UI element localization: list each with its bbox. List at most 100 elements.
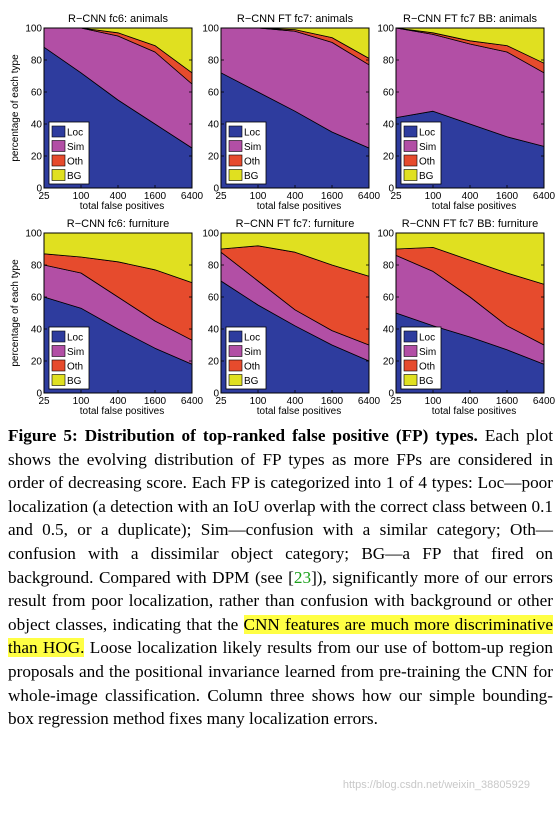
- legend-swatch-sim: [51, 345, 66, 357]
- figure-caption: Figure 5: Distribution of top-ranked fal…: [8, 424, 553, 731]
- legend-label-bg: BG: [67, 376, 82, 387]
- legend-swatch-sim: [228, 140, 243, 152]
- y-tick-label: 60: [383, 293, 395, 304]
- y-tick-label: 40: [208, 325, 220, 336]
- citation-link[interactable]: 23: [293, 567, 312, 587]
- x-tick-label: 6400: [358, 396, 381, 407]
- x-tick-label: 400: [287, 396, 304, 407]
- x-tick-label: 1600: [144, 396, 167, 407]
- legend-label-bg: BG: [419, 376, 434, 387]
- chart-panel-3: Loc Sim Oth BG: [395, 27, 545, 189]
- legend-label-sim: Sim: [244, 347, 261, 358]
- panel-title: R−CNN fc6: furniture: [67, 218, 169, 230]
- legend-swatch-bg: [228, 374, 243, 386]
- caption-text-3: Loose localization likely results from o…: [8, 638, 553, 729]
- legend-swatch-oth: [51, 154, 66, 167]
- legend-swatch-loc: [51, 125, 66, 138]
- legend-swatch-bg: [403, 169, 418, 181]
- x-tick-label: 400: [110, 191, 127, 202]
- y-tick-label: 0: [388, 389, 394, 400]
- legend-label-loc: Loc: [419, 128, 435, 139]
- x-tick-label: 6400: [533, 396, 556, 407]
- x-axis-label: total false positives: [257, 406, 342, 417]
- legend-label-bg: BG: [244, 376, 259, 387]
- y-tick-label: 40: [31, 120, 43, 131]
- legend: Loc Sim Oth BG: [400, 326, 442, 390]
- legend: Loc Sim Oth BG: [48, 326, 90, 390]
- legend: Loc Sim Oth BG: [225, 326, 267, 390]
- y-tick-label: 80: [383, 56, 395, 67]
- legend: Loc Sim Oth BG: [400, 121, 442, 185]
- legend-swatch-loc: [228, 125, 243, 138]
- x-tick-label: 1600: [321, 191, 344, 202]
- legend-label-sim: Sim: [67, 347, 84, 358]
- x-tick-label: 6400: [181, 191, 204, 202]
- legend-swatch-oth: [403, 154, 418, 167]
- x-tick-label: 400: [110, 396, 127, 407]
- y-tick-label: 40: [208, 120, 220, 131]
- y-tick-label: 80: [208, 261, 220, 272]
- legend: Loc Sim Oth BG: [48, 121, 90, 185]
- x-tick-label: 1600: [496, 396, 519, 407]
- legend-swatch-oth: [228, 154, 243, 167]
- y-tick-label: 80: [208, 56, 220, 67]
- legend-label-oth: Oth: [419, 362, 435, 373]
- y-tick-label: 60: [383, 88, 395, 99]
- chart-panel-2: Loc Sim Oth BG: [220, 27, 370, 189]
- x-tick-label: 1600: [321, 396, 344, 407]
- legend-swatch-sim: [403, 345, 418, 357]
- y-tick-label: 20: [31, 152, 43, 163]
- x-axis-label: total false positives: [80, 201, 165, 212]
- legend-swatch-bg: [51, 374, 66, 386]
- y-axis-label: percentage of each type: [10, 259, 21, 367]
- y-tick-label: 0: [36, 389, 42, 400]
- panel-title: R−CNN fc6: animals: [68, 13, 168, 25]
- y-tick-label: 20: [383, 357, 395, 368]
- y-tick-label: 60: [208, 293, 220, 304]
- y-tick-label: 40: [31, 325, 43, 336]
- x-tick-label: 25: [390, 396, 402, 407]
- x-tick-label: 25: [390, 191, 402, 202]
- x-tick-label: 1600: [496, 191, 519, 202]
- y-tick-label: 0: [388, 184, 394, 195]
- x-tick-label: 100: [425, 191, 442, 202]
- y-tick-label: 100: [202, 229, 219, 240]
- legend-swatch-bg: [228, 169, 243, 181]
- y-tick-label: 0: [36, 184, 42, 195]
- chart-panel-5: Loc Sim Oth BG: [220, 232, 370, 394]
- legend-label-oth: Oth: [244, 157, 260, 168]
- legend-swatch-loc: [228, 330, 243, 343]
- chart-panel-1: Loc Sim Oth BG: [43, 27, 193, 189]
- y-tick-label: 80: [383, 261, 395, 272]
- y-tick-label: 60: [31, 293, 43, 304]
- y-tick-label: 20: [208, 357, 220, 368]
- y-tick-label: 0: [213, 184, 219, 195]
- panel-title: R−CNN FT fc7 BB: animals: [403, 13, 537, 25]
- caption-title: Figure 5: Distribution of top-ranked fal…: [8, 426, 478, 445]
- y-tick-label: 100: [377, 229, 394, 240]
- x-tick-label: 6400: [358, 191, 381, 202]
- legend: Loc Sim Oth BG: [225, 121, 267, 185]
- figure-5-chart-grid: Loc Sim Oth BG 0 20 40 60 80 100 25 100 400 1600 6400 R…: [10, 13, 556, 417]
- legend-swatch-oth: [228, 359, 243, 372]
- x-tick-label: 6400: [533, 191, 556, 202]
- x-tick-label: 100: [73, 191, 90, 202]
- legend-label-sim: Sim: [67, 142, 84, 153]
- x-tick-label: 400: [287, 191, 304, 202]
- x-tick-label: 25: [38, 396, 50, 407]
- x-tick-label: 25: [215, 396, 227, 407]
- legend-swatch-sim: [403, 140, 418, 152]
- y-axis-label: percentage of each type: [10, 54, 21, 162]
- y-tick-label: 40: [383, 120, 395, 131]
- legend-label-loc: Loc: [244, 333, 260, 344]
- legend-swatch-loc: [403, 330, 418, 343]
- y-tick-label: 80: [31, 56, 43, 67]
- panel-title: R−CNN FT fc7: animals: [237, 13, 354, 25]
- watermark: https://blog.csdn.net/weixin_38805929: [342, 779, 530, 791]
- caption-text-1: Each plot shows the evolving distributio…: [8, 426, 553, 587]
- legend-label-oth: Oth: [67, 157, 83, 168]
- y-tick-label: 100: [377, 24, 394, 35]
- legend-label-oth: Oth: [419, 157, 435, 168]
- y-tick-label: 60: [31, 88, 43, 99]
